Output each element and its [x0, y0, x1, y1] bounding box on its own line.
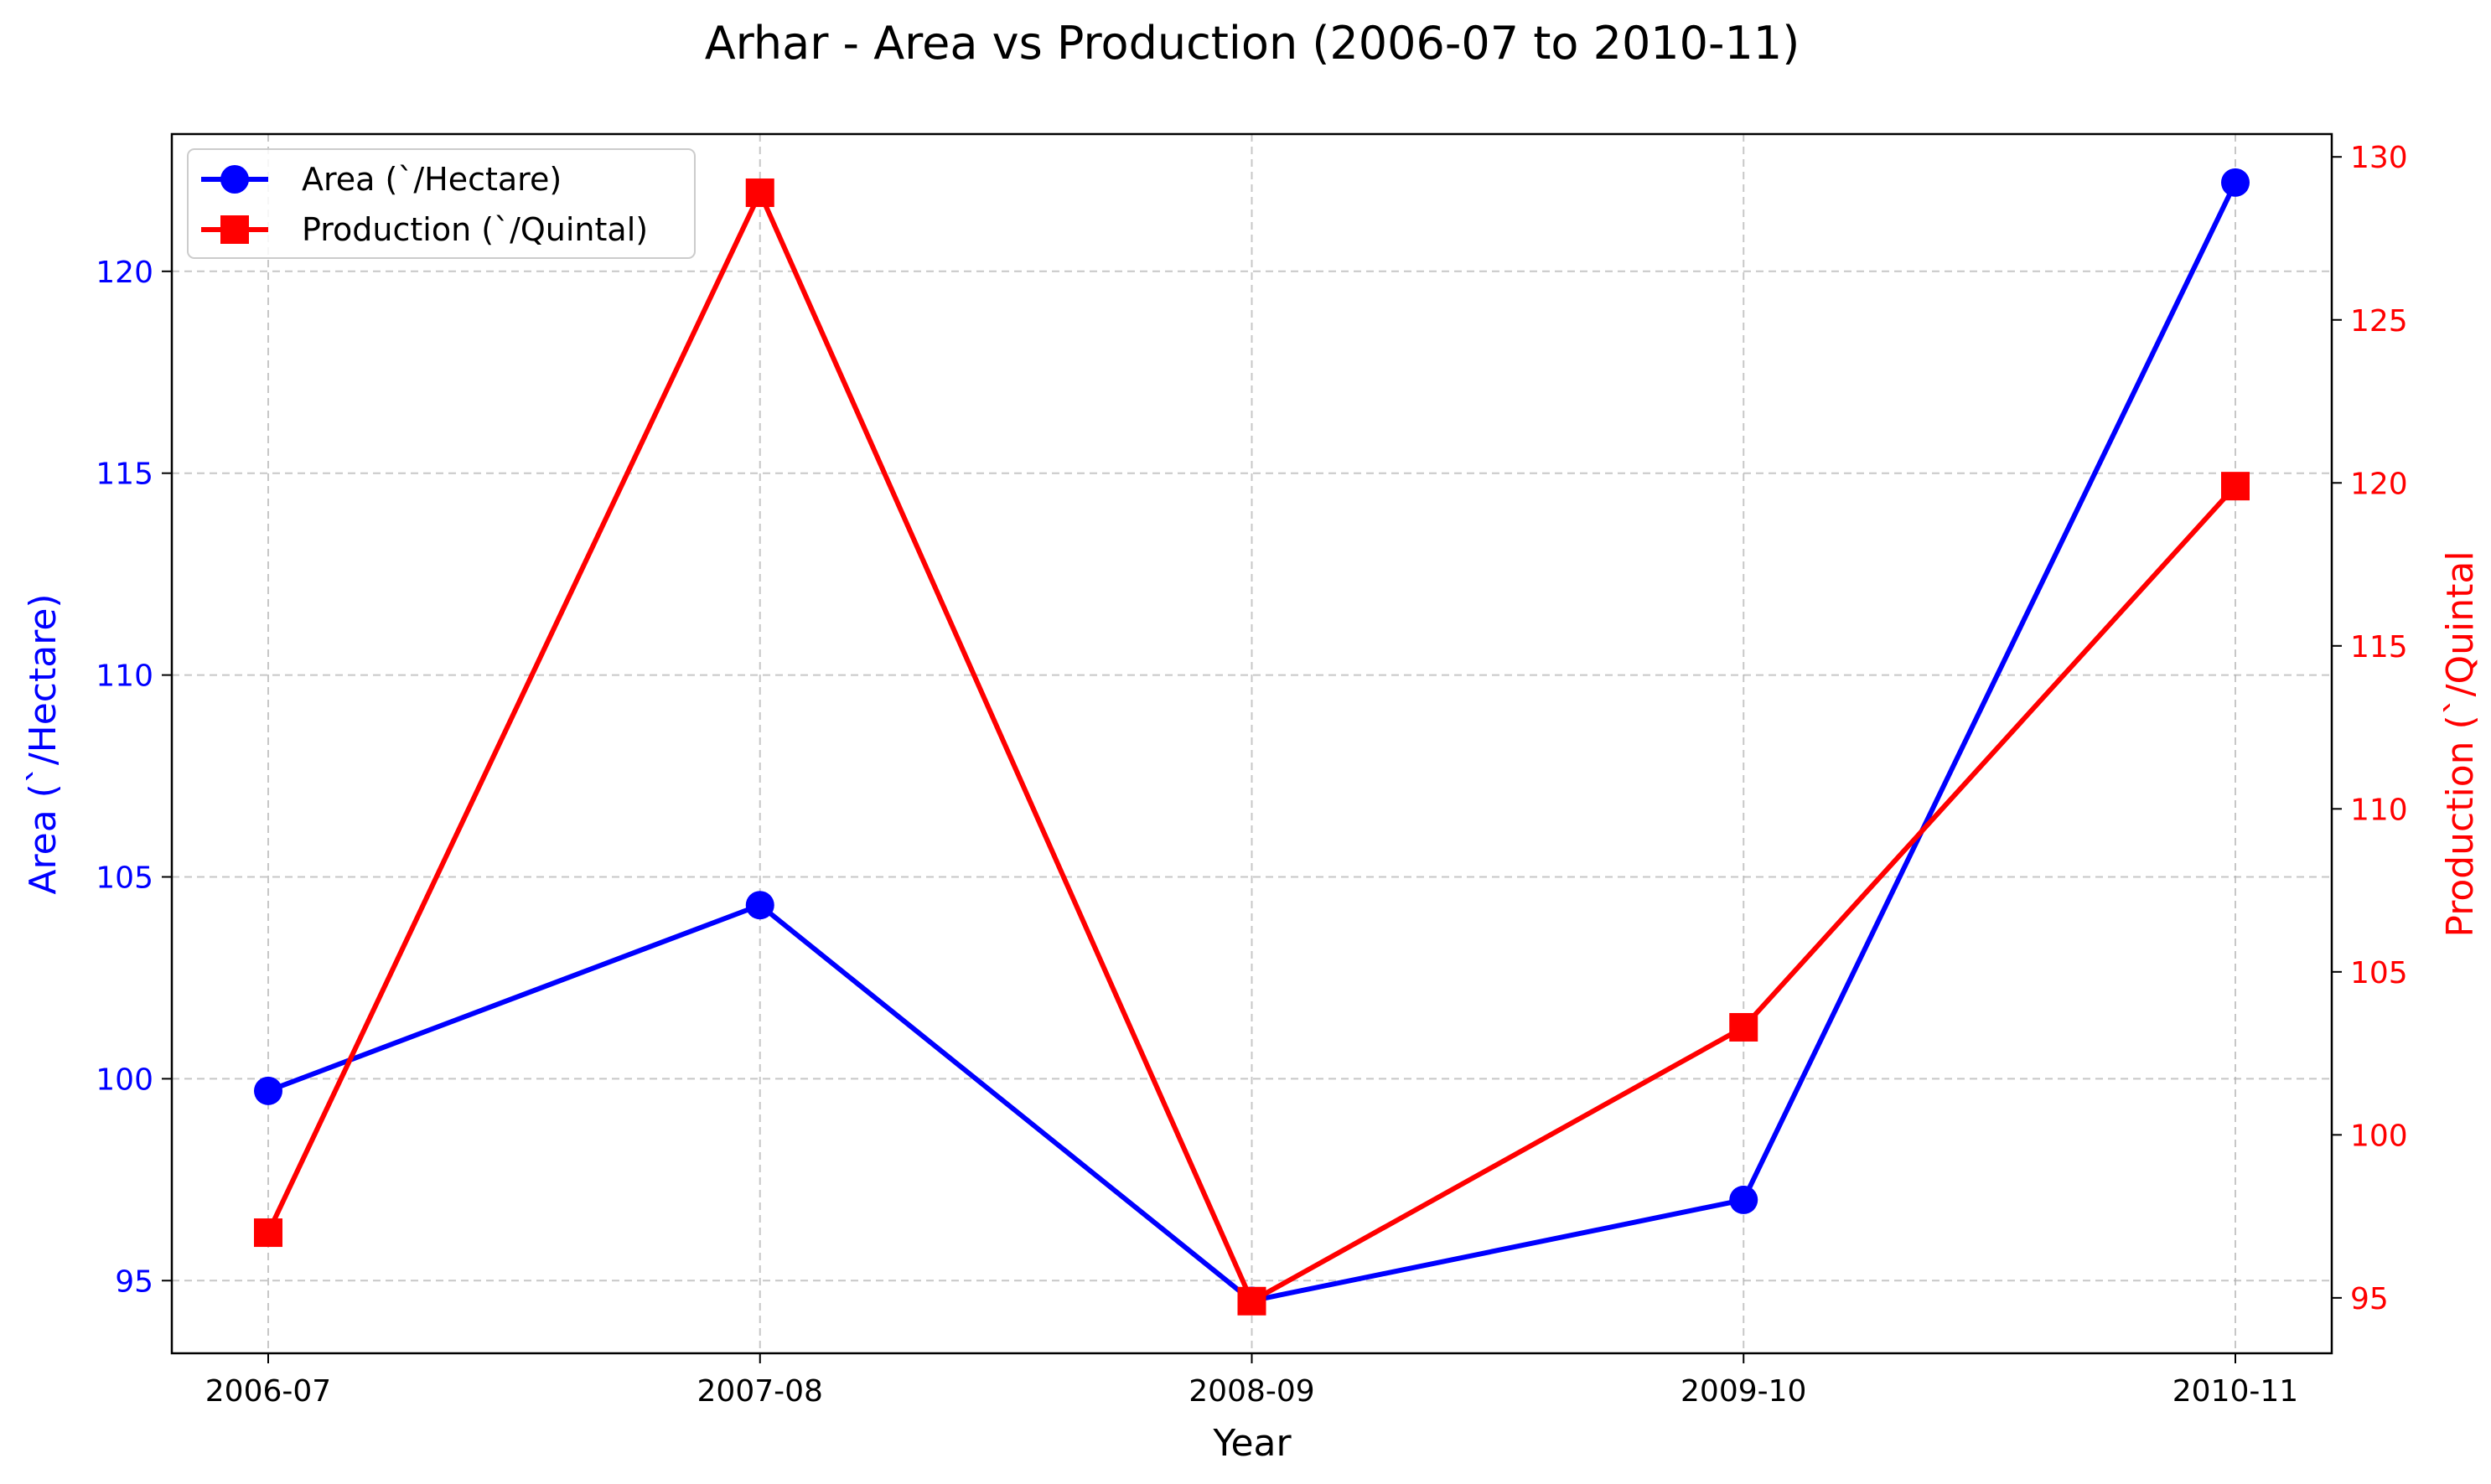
- x-tick-label: 2010-11: [2173, 1374, 2298, 1409]
- y-left-tick-label: 115: [96, 458, 153, 492]
- x-tick-label: 2007-08: [697, 1374, 823, 1409]
- series-1-point: [254, 1076, 282, 1105]
- y-right-axis-title: Production (`/Quintal: [2439, 551, 2482, 937]
- y-right-tick-label: 100: [2350, 1119, 2408, 1153]
- series-2-point: [254, 1218, 282, 1248]
- grid: [172, 134, 2332, 1353]
- series-2-point: [1237, 1286, 1266, 1316]
- y-right-tick-label: 120: [2350, 467, 2408, 501]
- chart-title: Arhar - Area vs Production (2006-07 to 2…: [705, 17, 1800, 70]
- axes: 2006-07 2007-08 2008-09 2009-10 2010-11 95 100…: [96, 141, 2407, 1409]
- x-axis-title: Year: [1212, 1422, 1292, 1465]
- legend: Area (`/Hectare) Production (`/Quintal): [187, 148, 696, 259]
- series-2-point: [1729, 1012, 1758, 1042]
- x-tick-label: 2009-10: [1681, 1374, 1806, 1409]
- series-1-point: [1729, 1185, 1758, 1214]
- y-left-axis-title: Area (`/Hectare): [22, 593, 65, 894]
- y-right-tick-label: 130: [2350, 141, 2408, 175]
- legend-box: [187, 148, 696, 259]
- y-right-tick-label: 95: [2350, 1282, 2389, 1316]
- series-markers: [254, 168, 2250, 1316]
- legend-label-2: Production (`/Quintal): [302, 211, 648, 248]
- y-left-tick-label: 110: [96, 659, 153, 694]
- series-2-point: [2221, 472, 2250, 501]
- y-right-tick-label: 125: [2350, 304, 2408, 339]
- y-left-tick-label: 100: [96, 1063, 153, 1097]
- y-right-tick-label: 105: [2350, 956, 2408, 990]
- legend-label-1: Area (`/Hectare): [302, 161, 562, 198]
- y-left-tick-label: 120: [96, 256, 153, 290]
- x-tick-label: 2008-09: [1189, 1374, 1314, 1409]
- series-2-point: [745, 178, 774, 208]
- series-1-point: [745, 891, 774, 920]
- legend-marker-2: [220, 215, 249, 244]
- x-tick-label: 2006-07: [205, 1374, 331, 1409]
- y-right-tick-label: 115: [2350, 630, 2408, 664]
- y-left-tick-label: 95: [115, 1264, 153, 1299]
- y-left-tick-label: 105: [96, 861, 153, 895]
- y-right-tick-label: 110: [2350, 793, 2408, 827]
- series-1-point: [2221, 168, 2250, 197]
- legend-marker-1: [220, 165, 249, 194]
